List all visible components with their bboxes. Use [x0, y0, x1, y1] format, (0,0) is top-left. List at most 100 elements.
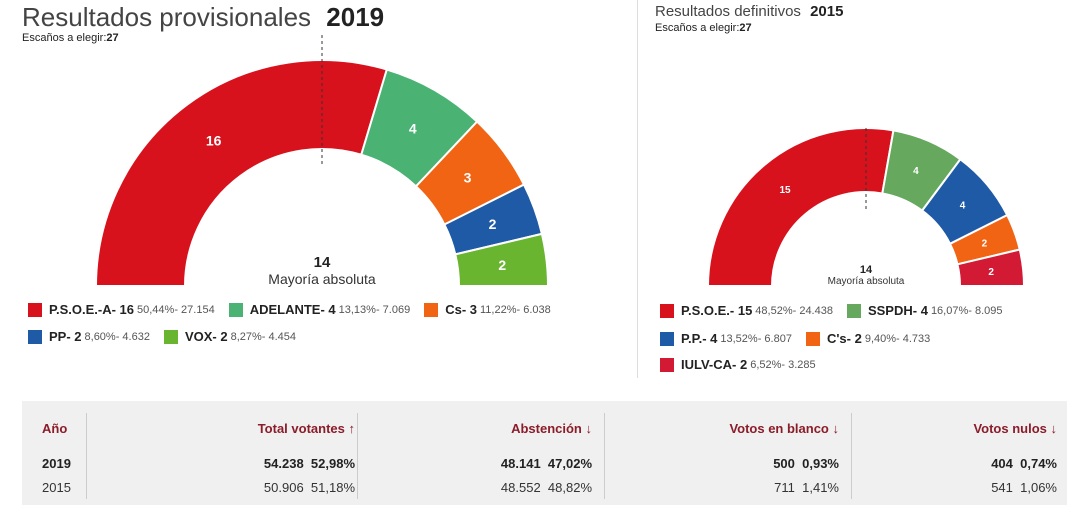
header-abstention[interactable]: Abstención ↓	[511, 421, 592, 436]
legend-item: C's- 2 9,40%- 4.733	[805, 331, 931, 346]
column-divider	[86, 413, 87, 499]
legend-item: P.S.O.E.- 15 48,52%- 24.438	[660, 303, 833, 318]
cell-value: 54.238	[263, 456, 304, 471]
seat-segment-p-s-o-e-[interactable]	[706, 127, 895, 287]
seat-segment-p-s-o-e-a[interactable]	[94, 59, 389, 287]
legend-label: VOX- 2	[184, 329, 228, 344]
table-cell-total: 54.238 52,98%	[264, 456, 355, 471]
header-year: Año	[42, 421, 68, 436]
legend-stats: 50,44%- 27.154	[137, 303, 215, 316]
table-cell-abstention: 48.141 47,02%	[501, 456, 592, 471]
legend-label: C's- 2	[826, 331, 862, 346]
sort-up-icon: ↑	[348, 421, 356, 436]
legend-item: Cs- 3 11,22%- 6.038	[424, 302, 551, 317]
right-legend-row-2: P.P.- 4 13,52%- 6.807 C's- 2 9,40%- 4.733	[660, 331, 944, 346]
column-divider	[357, 413, 358, 499]
legend-item: VOX- 2 8,27%- 4.454	[163, 329, 296, 344]
right-subtitle: Escaños a elegir:27	[655, 22, 752, 34]
left-subtitle-value: 27	[106, 32, 119, 44]
cell-pct: 0,74%	[1020, 456, 1057, 471]
legend-swatch	[660, 331, 674, 346]
legend-label: P.S.O.E.-A- 16	[49, 302, 135, 317]
legend-label: Cs- 3	[445, 302, 477, 317]
left-subtitle: Escaños a elegir:27	[22, 32, 119, 44]
legend-swatch	[228, 302, 243, 317]
legend-item: PP- 2 8,60%- 4.632	[28, 329, 150, 344]
right-subtitle-value: 27	[739, 22, 752, 34]
legend-label: P.S.O.E.- 15	[681, 303, 753, 318]
legend-item: SSPDH- 4 16,07%- 8.095	[846, 303, 1003, 318]
left-legend-row-1: P.S.O.E.-A- 16 50,44%- 27.154 ADELANTE- 4…	[28, 302, 565, 317]
left-majority-label: Mayoría absoluta	[268, 271, 376, 287]
right-title: Resultados definitivos	[655, 3, 801, 20]
seat-segment-vox[interactable]	[454, 232, 550, 287]
turnout-table: Año Total votantes ↑ Abstención ↓ Votos …	[22, 401, 1067, 505]
table-cell-null: 541 1,06%	[991, 480, 1057, 495]
cell-value: 404	[991, 456, 1013, 471]
header-blank-votes[interactable]: Votos en blanco ↓	[729, 421, 839, 436]
header-null-label: Votos nulos	[973, 421, 1047, 436]
legend-swatch	[660, 357, 674, 372]
legend-stats: 6,52%- 3.285	[750, 358, 816, 371]
legend-stats: 16,07%- 8.095	[930, 304, 1003, 317]
cell-pct: 51,18%	[310, 480, 355, 495]
legend-stats: 13,13%- 7.069	[338, 303, 411, 316]
cell-value: 541	[991, 480, 1013, 495]
cell-pct: 1,41%	[802, 480, 839, 495]
header-null-votes[interactable]: Votos nulos ↓	[973, 421, 1057, 436]
legend-label: P.P.- 4	[681, 331, 718, 346]
cell-value: 48.552	[500, 480, 541, 495]
header-total-label: Total votantes	[257, 421, 345, 436]
table-cell-blank: 711 1,41%	[774, 480, 839, 495]
legend-stats: 9,40%- 4.733	[864, 332, 931, 345]
column-divider	[604, 413, 605, 499]
left-title-group: Resultados provisionales 2019	[22, 2, 384, 33]
legend-item: ADELANTE- 4 13,13%- 7.069	[228, 302, 411, 317]
cell-value: 50.906	[263, 480, 304, 495]
legend-stats: 8,60%- 4.632	[84, 330, 150, 343]
right-majority-label: Mayoría absoluta	[827, 276, 905, 287]
legend-label: IULV-CA- 2	[681, 357, 748, 372]
seat-count-label: 4	[960, 201, 966, 212]
left-majority: 14 Mayoría absoluta	[222, 254, 422, 287]
legend-item: P.P.- 4 13,52%- 6.807	[660, 331, 792, 346]
legend-label: ADELANTE- 4	[249, 302, 336, 317]
left-legend-row-2: PP- 2 8,60%- 4.632 VOX- 2 8,27%- 4.454	[28, 329, 310, 344]
panel-divider	[637, 0, 638, 378]
column-divider	[851, 413, 852, 499]
legend-stats: 48,52%- 24.438	[755, 304, 833, 317]
header-total-voters[interactable]: Total votantes ↑	[258, 421, 355, 436]
legend-item: IULV-CA- 2 6,52%- 3.285	[660, 357, 816, 372]
seat-count-label: 4	[913, 166, 919, 177]
table-cell-null: 404 0,74%	[991, 456, 1057, 471]
seat-count-label: 2	[489, 216, 497, 232]
right-majority: 14 Mayoría absoluta	[806, 264, 926, 287]
cell-value: 48.141	[500, 456, 541, 471]
seat-segment-iulv-ca[interactable]	[956, 248, 1026, 287]
cell-pct: 0,93%	[802, 456, 839, 471]
right-title-group: Resultados definitivos 2015	[655, 3, 843, 20]
table-cell-abstention: 48.552 48,82%	[501, 480, 592, 495]
seat-count-label: 2	[982, 238, 988, 249]
legend-swatch	[805, 331, 820, 346]
header-blank-label: Votos en blanco	[729, 421, 829, 436]
left-subtitle-label: Escaños a elegir:	[22, 32, 107, 44]
seat-count-label: 3	[464, 170, 472, 186]
legend-swatch	[424, 302, 439, 317]
legend-swatch	[660, 303, 674, 318]
legend-label: PP- 2	[49, 329, 82, 344]
right-subtitle-label: Escaños a elegir:	[655, 22, 740, 34]
seat-count-label: 2	[498, 257, 506, 273]
left-title: Resultados provisionales	[22, 2, 312, 32]
cell-pct: 48,82%	[547, 480, 592, 495]
header-abstention-label: Abstención	[511, 421, 582, 436]
table-cell-total: 50.906 51,18%	[264, 480, 355, 495]
seat-count-label: 16	[206, 132, 222, 148]
left-majority-number: 14	[313, 254, 331, 271]
right-legend-row-3: IULV-CA- 2 6,52%- 3.285	[660, 357, 830, 372]
legend-stats: 11,22%- 6.038	[480, 303, 551, 316]
seat-count-label: 15	[779, 185, 791, 196]
legend-item: P.S.O.E.-A- 16 50,44%- 27.154	[28, 302, 215, 317]
sort-down-icon: ↓	[832, 421, 840, 436]
cell-pct: 52,98%	[310, 456, 355, 471]
